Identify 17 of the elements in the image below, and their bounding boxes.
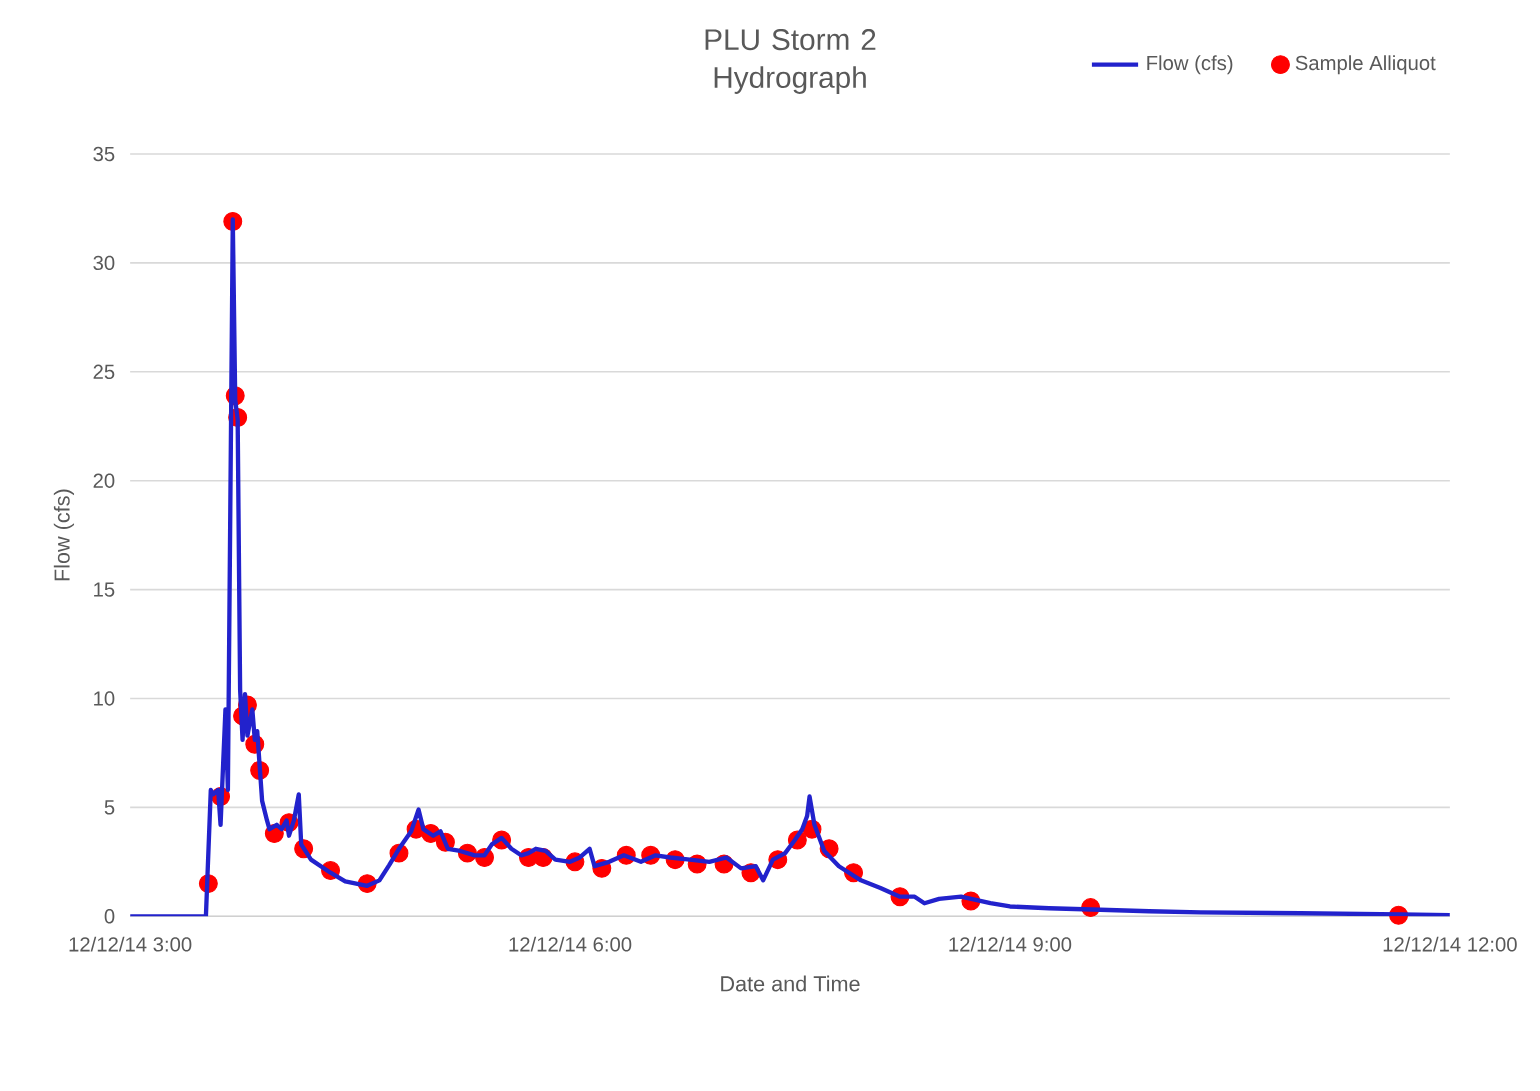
y-tick-label: 30 (93, 255, 115, 271)
y-tick-label: 0 (104, 909, 115, 924)
chart-title: PLU Storm 2 Hydrograph (705, 29, 876, 94)
x-axis-title: Date and Time (721, 975, 860, 992)
y-tick-label: 5 (104, 800, 115, 815)
y-tick-label: 15 (94, 582, 115, 597)
x-tick-label: 12/12/14 12:00 (1383, 936, 1517, 952)
legend-label: Flow (cfs) (1147, 55, 1233, 75)
x-tick-label: 12/12/14 3:00 (69, 936, 192, 952)
x-tick-label: 12/12/14 9:00 (949, 936, 1072, 952)
y-axis-title: Flow (cfs) (53, 489, 75, 581)
y-tick-label: 10 (94, 691, 115, 706)
legend-label: Sample Alliquot (1295, 55, 1436, 75)
y-tick-label: 25 (93, 364, 115, 379)
y-tick-label: 35 (93, 146, 115, 162)
y-tick-label: 20 (93, 473, 115, 488)
x-tick-label: 12/12/14 6:00 (509, 936, 632, 952)
